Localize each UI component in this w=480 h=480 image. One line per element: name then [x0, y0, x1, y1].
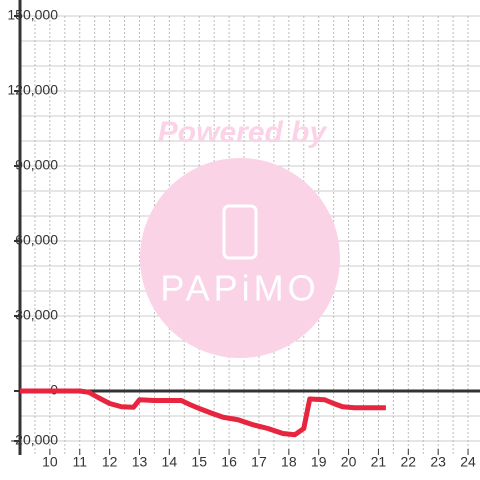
y-tick-label: -20,000: [11, 432, 59, 448]
x-tick-label: 15: [191, 454, 207, 470]
watermark-logo: PAPiMO: [160, 268, 319, 309]
data-line: [20, 388, 386, 438]
x-tick-label: 11: [72, 454, 87, 470]
x-tick-label: 17: [251, 454, 267, 470]
watermark-text: Powered by: [158, 116, 328, 149]
x-tick-label: 20: [341, 454, 357, 470]
x-tick-label: 19: [311, 454, 327, 470]
x-tick-label: 14: [162, 454, 178, 470]
x-tick-label: 12: [102, 454, 118, 470]
x-tick-label: 24: [460, 454, 476, 470]
y-tick-label: 30,000: [15, 307, 58, 323]
x-tick-label: 10: [42, 454, 58, 470]
y-tick-label: 90,000: [15, 157, 58, 173]
x-tick-label: 21: [371, 454, 387, 470]
x-tick-label: 22: [401, 454, 417, 470]
x-tick-label: 13: [132, 454, 148, 470]
x-tick-label: 23: [430, 454, 446, 470]
y-tick-label: 120,000: [7, 82, 58, 98]
y-tick-label: 60,000: [15, 232, 58, 248]
x-tick-label: 16: [221, 454, 237, 470]
watermark-phone-icon: [222, 204, 258, 260]
x-tick-label: 18: [281, 454, 297, 470]
y-tick-label: 150,000: [7, 7, 58, 23]
